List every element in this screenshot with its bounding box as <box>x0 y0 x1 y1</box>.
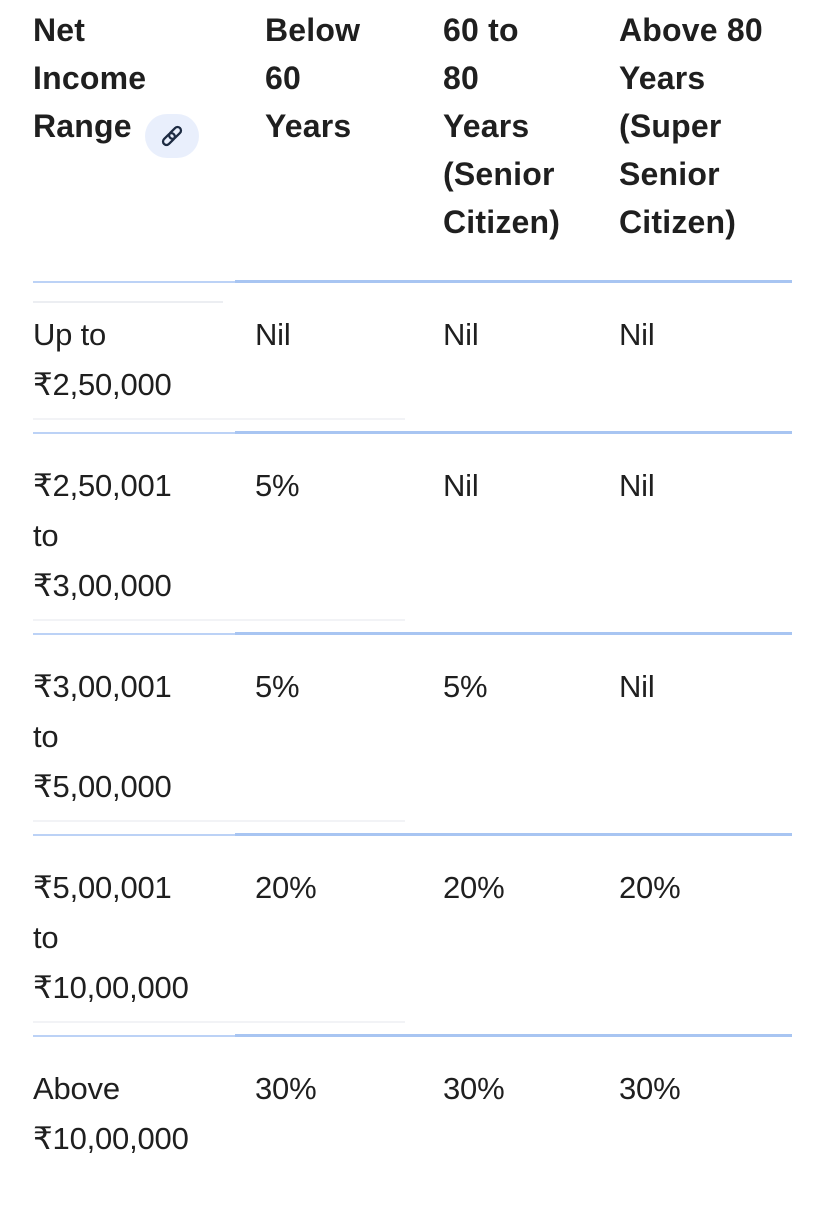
link-chip[interactable] <box>144 114 199 158</box>
income-range-text: Above ₹10,00,000 <box>33 1071 189 1156</box>
tax-rate-cell: 20% <box>616 836 792 1037</box>
tax-rate-cell: Nil <box>235 283 440 434</box>
tax-rate-cell: Nil <box>616 635 792 836</box>
tax-rate-cell: 5% <box>440 635 616 836</box>
tax-rate-cell: 5% <box>235 434 440 635</box>
column-header-label: Above 80 Years (Super Senior Citizen) <box>619 12 763 240</box>
column-header-60-to-80-years: 60 to 80 Years (Senior Citizen) <box>440 6 616 283</box>
income-range-text: Up to ₹2,50,000 <box>33 317 172 402</box>
table-row: ₹2,50,001 to ₹3,00,000 5% Nil Nil <box>33 434 792 635</box>
table-row: ₹5,00,001 to ₹10,00,000 20% 20% 20% <box>33 836 792 1037</box>
tax-rate-cell: 30% <box>619 1071 681 1106</box>
income-tax-slab-table: Net Income Range Below 60 Years 60 to 80… <box>33 6 792 1186</box>
column-header-label: Net Income Range <box>33 12 147 144</box>
income-range-cell: Above ₹10,00,000 <box>33 1037 235 1186</box>
column-header-above-80-years: Above 80 Years (Super Senior Citizen) <box>616 6 792 283</box>
table-row: Above ₹10,00,000 30% 30% 30% <box>33 1037 792 1186</box>
column-header-label: Below 60 Years <box>265 12 361 144</box>
income-range-cell: ₹3,00,001 to ₹5,00,000 <box>33 635 235 836</box>
table-row: ₹3,00,001 to ₹5,00,000 5% 5% Nil <box>33 635 792 836</box>
income-range-text: ₹5,00,001 to ₹10,00,000 <box>33 870 189 1005</box>
income-range-cell: ₹5,00,001 to ₹10,00,000 <box>33 836 235 1037</box>
tax-rate-cell: 5% <box>235 635 440 836</box>
tax-rate-cell: 30% <box>255 1071 317 1106</box>
tax-rate-cell: 20% <box>235 836 440 1037</box>
column-header-label: 60 to 80 Years (Senior Citizen) <box>443 12 561 240</box>
income-range-cell: Up to ₹2,50,000 <box>33 283 235 434</box>
table-header-row: Net Income Range Below 60 Years 60 to 80… <box>33 6 792 303</box>
income-range-text: ₹3,00,001 to ₹5,00,000 <box>33 669 172 804</box>
tax-rate-cell: 30% <box>443 1071 505 1106</box>
income-range-text: ₹2,50,001 to ₹3,00,000 <box>33 468 172 603</box>
tax-rate-cell: Nil <box>440 434 616 635</box>
column-header-net-income-range: Net Income Range <box>33 6 235 303</box>
tax-rate-cell: Nil <box>440 283 616 434</box>
tax-rate-cell: Nil <box>616 434 792 635</box>
chain-link-icon <box>161 125 182 147</box>
tax-rate-cell: Nil <box>616 283 792 434</box>
income-range-cell: ₹2,50,001 to ₹3,00,000 <box>33 434 235 635</box>
column-header-below-60-years: Below 60 Years <box>235 6 440 283</box>
table-row: Up to ₹2,50,000 Nil Nil Nil <box>33 283 792 434</box>
tax-rate-cell: 20% <box>440 836 616 1037</box>
